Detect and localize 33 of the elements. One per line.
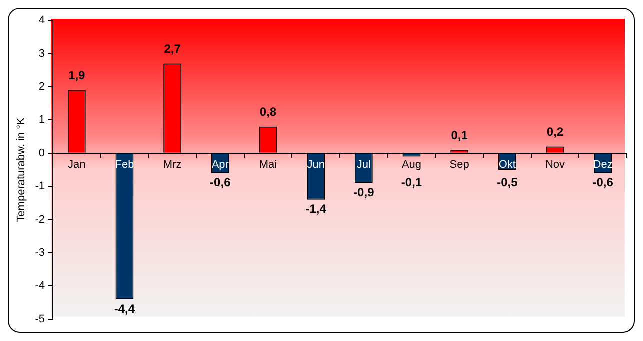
- data-label: -0,1: [401, 176, 422, 190]
- x-tick-label: Okt: [498, 158, 516, 171]
- data-label: -0,6: [592, 176, 614, 190]
- y-tick-label: -4: [35, 280, 45, 292]
- x-tick-label: Mrz: [163, 158, 182, 171]
- y-tick-label: 3: [38, 48, 45, 60]
- data-label: 2,7: [164, 42, 182, 56]
- y-axis-title: Temperaturabw. in °K: [16, 117, 28, 222]
- y-tick-label: 4: [38, 14, 45, 27]
- x-tick-label: Jun: [307, 158, 325, 171]
- data-label: -0,5: [497, 176, 518, 190]
- x-tick-label: Aug: [402, 158, 422, 171]
- data-label: 1,9: [68, 68, 86, 83]
- data-label: 0,2: [546, 125, 564, 140]
- data-label: -1,4: [306, 202, 327, 216]
- y-tick-label: 0: [38, 147, 45, 160]
- x-tick-label: Jan: [68, 158, 86, 171]
- y-tick-label: 2: [38, 81, 45, 94]
- y-tick-label: -3: [35, 247, 45, 260]
- data-label: -0,6: [210, 176, 232, 190]
- data-label: 0,8: [260, 105, 277, 120]
- data-label: -4,4: [114, 302, 136, 316]
- data-label: -0,9: [354, 186, 375, 200]
- x-tick-label: Sep: [450, 158, 470, 171]
- data-label: 0,1: [451, 128, 468, 142]
- x-tick-label: Mai: [259, 158, 278, 171]
- y-tick-label: -1: [35, 180, 45, 193]
- y-tick-label: 1: [38, 114, 45, 126]
- x-tick-label: Apr: [212, 158, 230, 171]
- x-tick-label: Jul: [356, 158, 371, 171]
- y-tick-label: -5: [35, 313, 45, 326]
- y-tick-label: -2: [35, 214, 45, 226]
- x-tick-label: Nov: [545, 158, 566, 171]
